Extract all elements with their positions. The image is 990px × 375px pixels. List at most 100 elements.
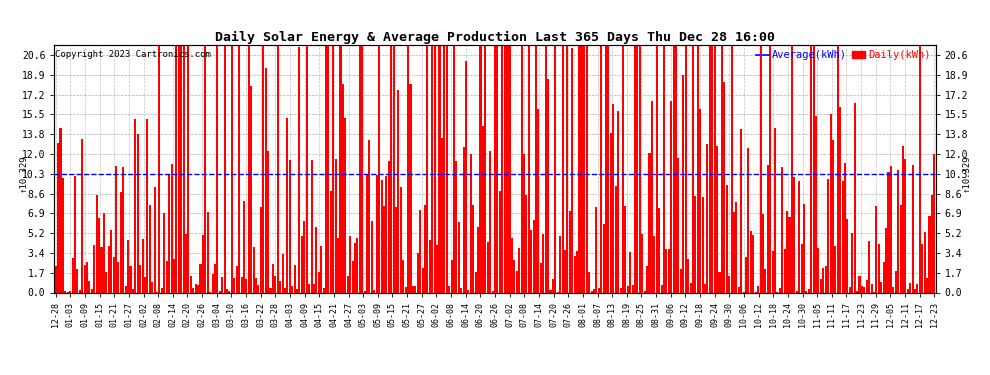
Bar	[697, 45, 699, 292]
Bar	[632, 285, 634, 292]
Bar	[675, 45, 677, 292]
Bar	[749, 231, 752, 292]
Bar	[861, 286, 863, 292]
Bar	[467, 290, 469, 292]
Bar	[202, 236, 204, 292]
Bar	[655, 45, 657, 292]
Bar	[538, 108, 540, 292]
Bar	[226, 290, 228, 292]
Bar	[689, 284, 692, 292]
Bar	[110, 231, 112, 292]
Bar	[333, 45, 335, 292]
Bar	[204, 45, 206, 292]
Bar	[806, 291, 808, 292]
Bar	[518, 248, 520, 292]
Bar	[130, 266, 132, 292]
Bar	[796, 291, 798, 292]
Bar	[248, 45, 249, 292]
Bar	[101, 247, 103, 292]
Bar	[296, 289, 298, 292]
Bar	[547, 79, 549, 292]
Bar	[71, 258, 73, 292]
Bar	[313, 284, 315, 292]
Bar	[868, 241, 870, 292]
Bar	[221, 277, 224, 292]
Bar	[380, 180, 382, 292]
Bar	[450, 261, 452, 292]
Bar	[499, 191, 501, 292]
Bar	[513, 260, 516, 292]
Bar	[345, 118, 346, 292]
Bar	[559, 236, 561, 292]
Bar	[311, 160, 313, 292]
Bar	[709, 45, 711, 292]
Bar	[120, 192, 122, 292]
Bar	[262, 45, 264, 292]
Bar	[516, 272, 518, 292]
Bar	[630, 252, 632, 292]
Bar	[59, 128, 61, 292]
Bar	[721, 45, 723, 292]
Bar	[105, 272, 107, 292]
Bar	[277, 45, 279, 292]
Bar	[378, 45, 380, 292]
Bar	[694, 196, 696, 292]
Bar	[781, 168, 783, 292]
Bar	[600, 45, 602, 292]
Bar	[224, 45, 226, 292]
Bar	[98, 218, 100, 292]
Bar	[175, 45, 177, 292]
Bar	[257, 285, 259, 292]
Bar	[453, 45, 455, 292]
Bar	[707, 144, 709, 292]
Bar	[801, 244, 803, 292]
Bar	[719, 272, 721, 292]
Bar	[576, 251, 578, 292]
Bar	[410, 84, 412, 292]
Bar	[393, 45, 395, 292]
Bar	[650, 101, 653, 292]
Bar	[86, 262, 88, 292]
Bar	[540, 263, 542, 292]
Bar	[64, 291, 66, 292]
Bar	[412, 286, 414, 292]
Bar	[551, 279, 554, 292]
Bar	[878, 244, 880, 292]
Bar	[316, 226, 318, 292]
Bar	[291, 286, 293, 292]
Text: ↑10.329: ↑10.329	[962, 155, 971, 192]
Bar	[477, 227, 479, 292]
Bar	[487, 242, 489, 292]
Bar	[870, 284, 872, 292]
Bar	[279, 281, 281, 292]
Bar	[830, 114, 832, 292]
Bar	[837, 45, 839, 292]
Bar	[231, 45, 233, 292]
Bar	[142, 239, 144, 292]
Bar	[457, 222, 459, 292]
Bar	[388, 161, 390, 292]
Bar	[118, 262, 120, 292]
Bar	[815, 116, 817, 292]
Bar	[127, 240, 129, 292]
Bar	[504, 45, 506, 292]
Bar	[699, 110, 701, 292]
Bar	[424, 205, 426, 292]
Bar	[853, 103, 855, 292]
Bar	[571, 48, 573, 292]
Bar	[414, 286, 417, 292]
Bar	[561, 45, 563, 292]
Bar	[269, 288, 271, 292]
Bar	[436, 245, 439, 292]
Bar	[885, 228, 887, 292]
Bar	[554, 45, 556, 292]
Bar	[774, 128, 776, 292]
Bar	[612, 104, 615, 292]
Bar	[144, 277, 146, 292]
Bar	[250, 86, 252, 292]
Bar	[366, 174, 368, 292]
Bar	[470, 154, 472, 292]
Bar	[784, 249, 786, 292]
Bar	[639, 45, 641, 292]
Bar	[192, 288, 194, 292]
